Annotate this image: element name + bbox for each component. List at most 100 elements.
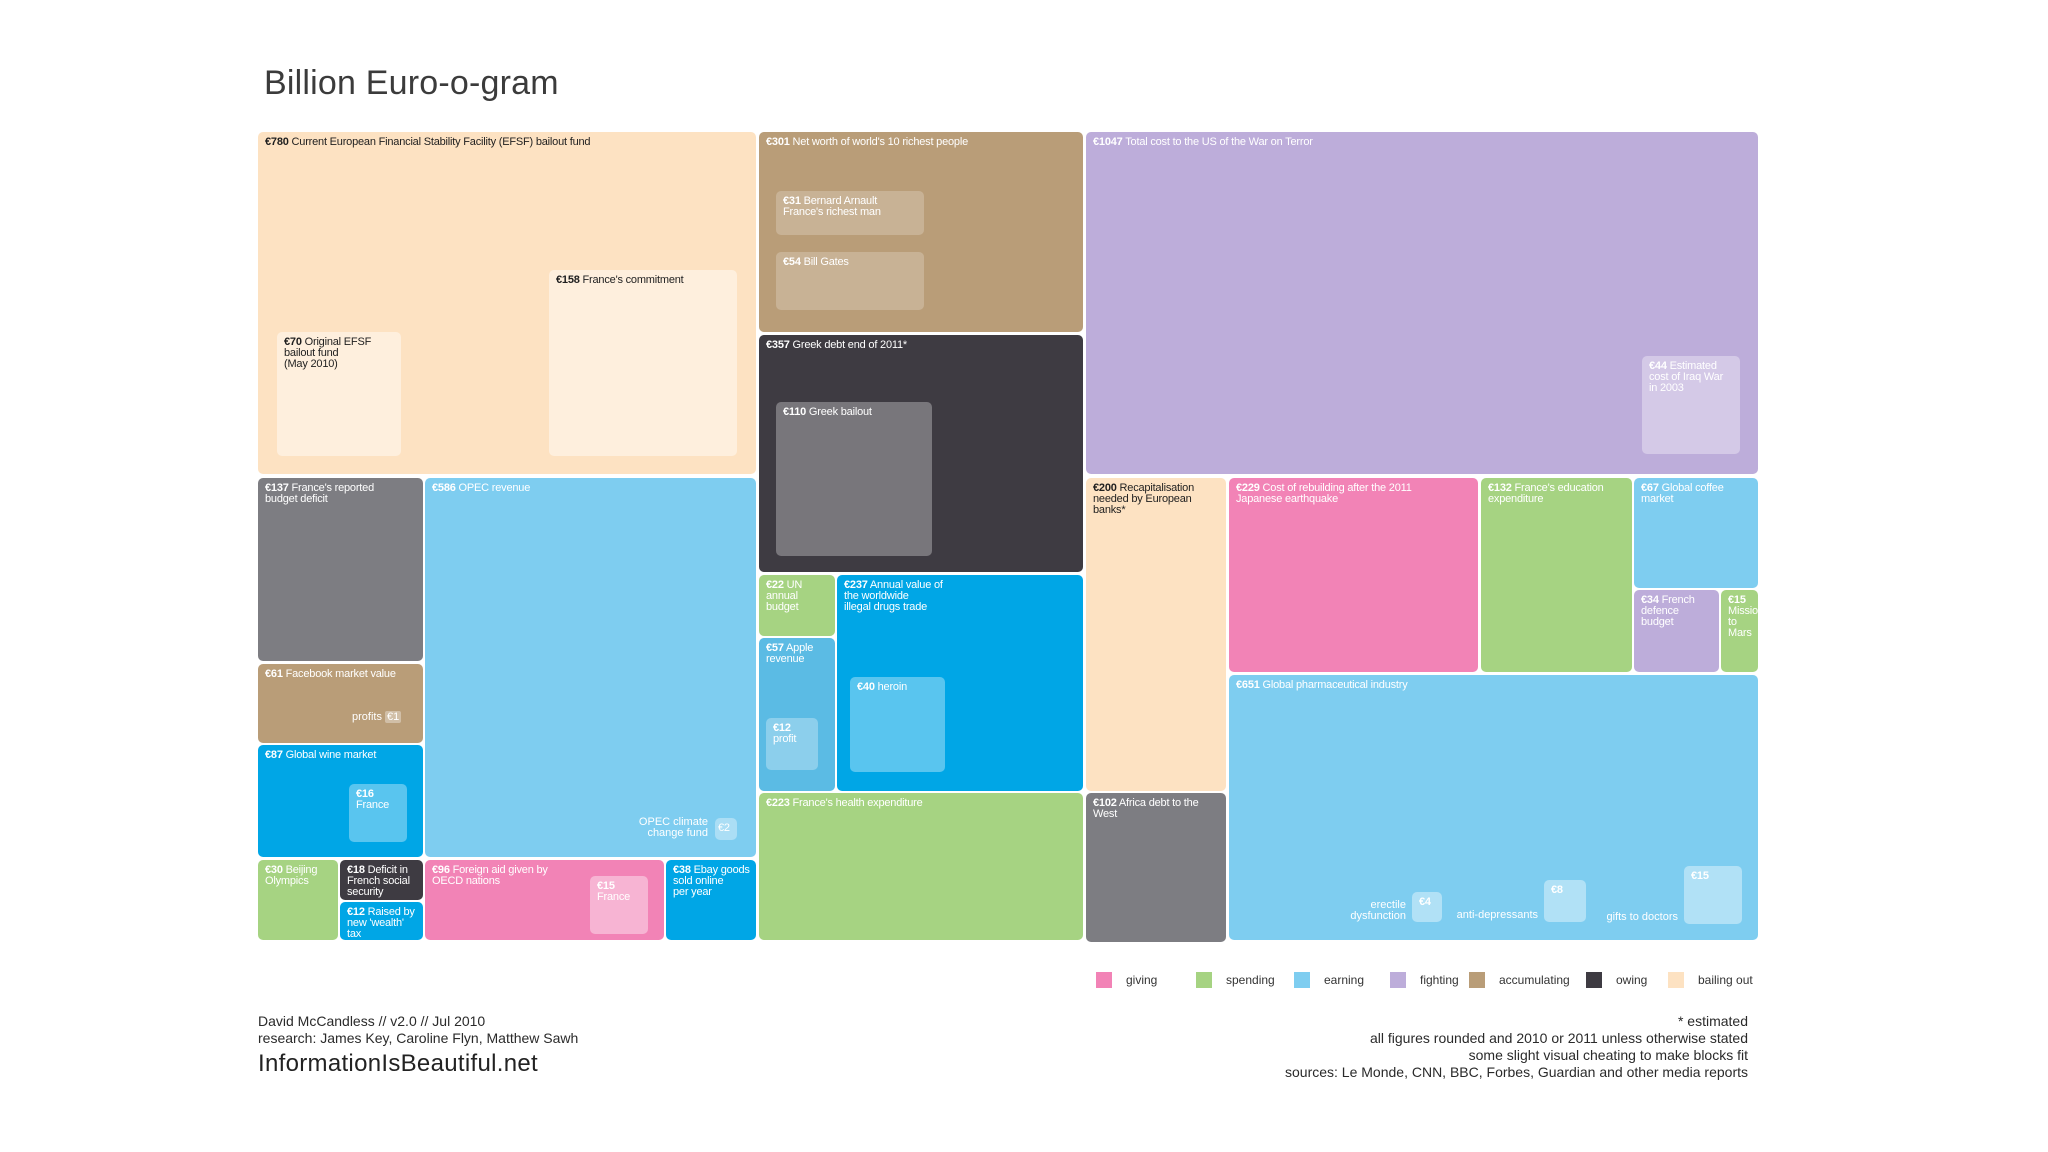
block-amount: €16 (356, 788, 374, 800)
block-label: Apple revenue (766, 642, 814, 665)
block-amount: €15 (1728, 594, 1746, 606)
chart-title: Billion Euro-o-gram (264, 64, 559, 102)
legend-label: spending (1226, 973, 1275, 987)
block-label: Total cost to the US of the War on Terro… (1122, 136, 1313, 148)
credit-line: David McCandless // v2.0 // Jul 2010 (258, 1013, 486, 1029)
block-ebay: €38 Ebay goods sold online per year (666, 860, 756, 940)
legend-label: fighting (1420, 973, 1459, 987)
legend-label: earning (1324, 973, 1365, 987)
block-un-budget: €22 UN annual budget (759, 575, 835, 636)
block-bernard-arnault: €31 Bernard Arnault France's richest man (776, 191, 924, 235)
block-amount: €15 (1691, 870, 1709, 882)
block-label: Estimated cost of Iraq War in 2003 (1649, 360, 1724, 394)
legend-swatch (1294, 972, 1310, 988)
block-greek-bailout: €110 Greek bailout (776, 402, 932, 556)
legend-swatch (1469, 972, 1485, 988)
facebook-profits-label: profits (352, 711, 386, 723)
block-richest-people: €301 Net worth of world's 10 richest peo… (759, 132, 1083, 332)
block-label: France's health expenditure (789, 797, 923, 809)
block-amount: €54 (783, 256, 801, 268)
block-label: Global pharmaceutical industry (1259, 679, 1408, 691)
block-amount: €15 (597, 880, 615, 892)
block-label: Greek debt end of 2011* (789, 339, 908, 351)
block-label: Original EFSF bailout fund (May 2010) (284, 336, 372, 370)
block-amount: €229 (1236, 482, 1260, 494)
block-label: OPEC revenue (455, 482, 531, 494)
block-health-expenditure: €223 France's health expenditure (759, 793, 1083, 940)
block-gifts-to-doctors: €15 (1684, 866, 1742, 924)
block-amount: €70 (284, 336, 302, 348)
block-coffee-market: €67 Global coffee market (1634, 478, 1758, 588)
block-amount: €31 (783, 195, 801, 207)
block-apple-profit: €12 profit (766, 718, 818, 770)
block-amount: €34 (1641, 594, 1659, 606)
block-amount: €22 (766, 579, 784, 591)
block-defence-budget: €34 French defence budget (1634, 590, 1719, 672)
block-amount: €586 (432, 482, 456, 494)
facebook-profits-amount: €1 (385, 711, 402, 723)
block-amount: €57 (766, 642, 784, 654)
block-amount: €67 (1641, 482, 1659, 494)
note-visual-cheating: some slight visual cheating to make bloc… (1468, 1047, 1748, 1063)
block-opec-revenue: €586 OPEC revenue (425, 478, 756, 857)
block-amount: €40 (857, 681, 875, 693)
legend-label: bailing out (1698, 973, 1753, 987)
block-amount: €18 (347, 864, 365, 876)
block-amount: €200 (1093, 482, 1117, 494)
block-label: Bill Gates (800, 256, 849, 268)
block-drugs-trade: €237 Annual value of the worldwide illeg… (837, 575, 1083, 791)
block-label: Current European Financial Stability Fac… (288, 136, 591, 148)
block-bill-gates: €54 Bill Gates (776, 252, 924, 310)
block-africa-debt: €102 Africa debt to the West (1086, 793, 1226, 942)
block-mission-to-mars: €15 Mission to Mars (1721, 590, 1758, 672)
block-amount: €96 (432, 864, 450, 876)
block-label: Beijing Olympics (265, 864, 318, 887)
block-wealth-tax: €12 Raised by new 'wealth' tax (340, 902, 423, 940)
block-war-on-terror: €1047 Total cost to the US of the War on… (1086, 132, 1758, 474)
block-amount: €87 (265, 749, 283, 761)
block-amount: €110 (783, 406, 807, 418)
block-france-commitment: €158 France's commitment (549, 270, 737, 456)
block-amount: €38 (673, 864, 691, 876)
block-facebook: €61 Facebook market value (258, 664, 423, 743)
block-amount: €12 (773, 722, 791, 734)
block-label: Cost of rebuilding after the 2011 Japane… (1236, 482, 1412, 505)
block-label: Bernard Arnault France's richest man (783, 195, 881, 218)
legend-swatch (1096, 972, 1112, 988)
block-label: Recapitalisation needed by European bank… (1093, 482, 1194, 516)
block-label-anti-depressants: anti-depressants (1456, 909, 1538, 921)
block-beijing-olympics: €30 Beijing Olympics (258, 860, 338, 940)
block-amount: €137 (265, 482, 289, 494)
block-label: Facebook market value (282, 668, 396, 680)
block-erectile-dysfunction: €4 (1412, 892, 1442, 922)
block-label: French defence budget (1641, 594, 1695, 628)
block-french-social-security: €18 Deficit in French social security (340, 860, 423, 900)
block-label: Global wine market (282, 749, 377, 761)
block-efsf: €780 Current European Financial Stabilit… (258, 132, 756, 474)
block-label: profit (773, 733, 797, 745)
block-heroin: €40 heroin (850, 677, 945, 772)
block-bank-recapitalisation: €200 Recapitalisation needed by European… (1086, 478, 1226, 791)
block-greek-debt: €357 Greek debt end of 2011* (759, 335, 1083, 572)
block-foreign-aid-france: €15 France (590, 876, 648, 934)
block-label: Annual value of the worldwide illegal dr… (844, 579, 943, 613)
block-label: France (356, 799, 390, 811)
legend-label: giving (1126, 973, 1158, 987)
block-foreign-aid: €96 Foreign aid given by OECD nations (425, 860, 664, 940)
block-amount: €132 (1488, 482, 1512, 494)
legend-label: owing (1616, 973, 1648, 987)
block-iraq-war: €44 Estimated cost of Iraq War in 2003 (1642, 356, 1740, 454)
block-label: Net worth of world's 10 richest people (789, 136, 969, 148)
block-wine-france: €16 France (349, 784, 407, 842)
block-amount: €30 (265, 864, 283, 876)
legend-swatch (1196, 972, 1212, 988)
research-line: research: James Key, Caroline Flyn, Matt… (258, 1030, 579, 1046)
block-label: Greek bailout (806, 406, 872, 418)
block-amount: €61 (265, 668, 283, 680)
block-label-erectile-dysfunction: erectile dysfunction (1350, 899, 1406, 922)
legend-swatch (1390, 972, 1406, 988)
site-link[interactable]: InformationIsBeautiful.net (258, 1050, 538, 1077)
block-amount: €158 (556, 274, 580, 286)
block-france-deficit: €137 France's reported budget deficit (258, 478, 423, 661)
